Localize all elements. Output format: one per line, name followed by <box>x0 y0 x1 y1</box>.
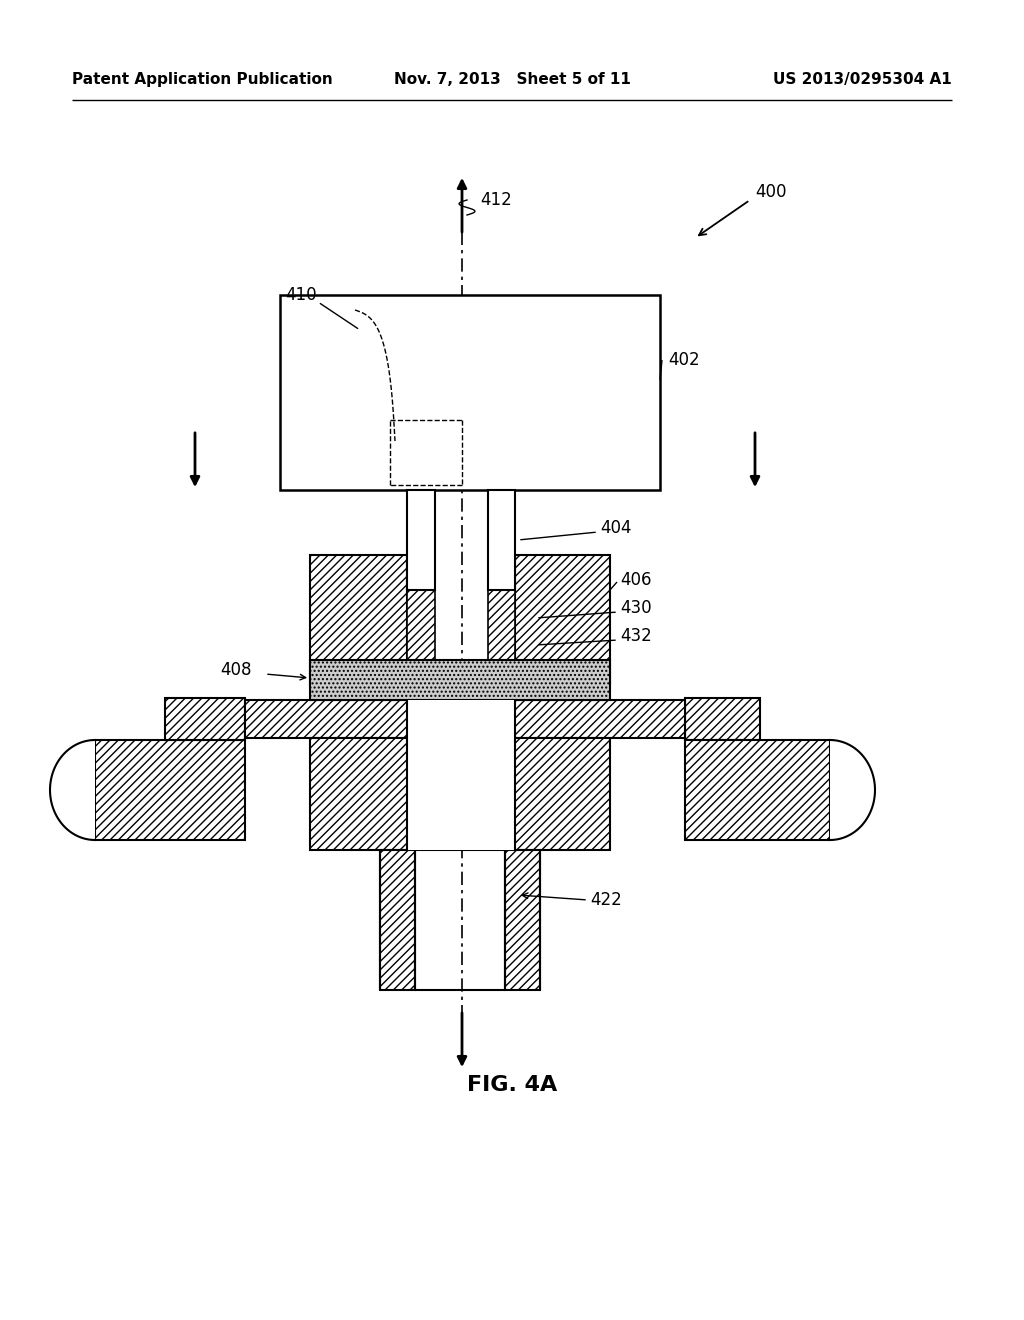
Bar <box>245 700 685 738</box>
Bar <box>685 741 830 840</box>
Bar <box>310 738 610 850</box>
Text: US 2013/0295304 A1: US 2013/0295304 A1 <box>773 73 952 87</box>
Bar <box>407 490 435 590</box>
Text: 404: 404 <box>600 519 632 537</box>
Text: 402: 402 <box>668 351 699 370</box>
Text: 430: 430 <box>620 599 651 616</box>
Text: Patent Application Publication: Patent Application Publication <box>72 73 333 87</box>
Text: Nov. 7, 2013   Sheet 5 of 11: Nov. 7, 2013 Sheet 5 of 11 <box>393 73 631 87</box>
Bar <box>505 850 540 990</box>
Bar <box>515 554 610 685</box>
Bar <box>685 698 760 741</box>
Text: 408: 408 <box>220 661 252 678</box>
Bar <box>280 294 660 490</box>
Bar <box>165 698 245 741</box>
Text: 406: 406 <box>620 572 651 589</box>
Text: 412: 412 <box>480 191 512 209</box>
Bar <box>407 700 515 850</box>
Bar <box>310 660 610 700</box>
Bar <box>380 850 415 990</box>
Bar <box>95 741 245 840</box>
Text: 410: 410 <box>285 286 316 304</box>
Bar <box>310 554 407 685</box>
Text: 400: 400 <box>755 183 786 201</box>
Text: 422: 422 <box>590 891 622 909</box>
Text: FIG. 4A: FIG. 4A <box>467 1074 557 1096</box>
Text: 432: 432 <box>620 627 651 645</box>
Bar <box>407 590 435 671</box>
Bar <box>488 490 515 590</box>
Bar <box>488 590 515 671</box>
